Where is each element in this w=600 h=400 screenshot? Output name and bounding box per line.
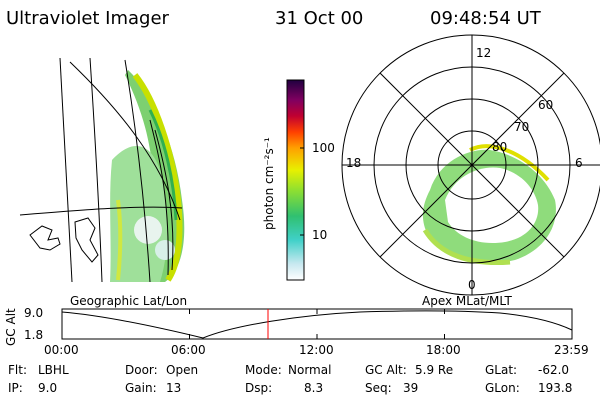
colorbar-tick-10: 10 [312, 228, 328, 242]
geographic-map [19, 57, 185, 283]
instrument-title: Ultraviolet Imager [6, 8, 169, 29]
timeline-plot [61, 308, 573, 340]
status-glat-label: GLat: [485, 363, 518, 377]
lat-label-70: 70 [514, 120, 530, 134]
mlt-label-18: 18 [346, 156, 362, 170]
status-door-value: Open [166, 363, 199, 377]
mlt-label-6: 6 [575, 156, 583, 170]
status-gain-value: 13 [166, 381, 182, 395]
status-gain-label: Gain: [125, 381, 157, 395]
lat-label-60: 60 [538, 98, 554, 112]
timeline-xtick-2359: 23:59 [554, 343, 589, 357]
status-glon-label: GLon: [485, 381, 520, 395]
status-gcalt-value: 5.9 Re [415, 363, 454, 377]
timeline-xtick-1200: 12:00 [299, 343, 334, 357]
timeline-ytick-top: 9.0 [24, 306, 44, 320]
status-gcalt-label: GC Alt: [365, 363, 407, 377]
timeline-ytick-bottom: 1.8 [24, 328, 44, 342]
status-ip-value: 9.0 [38, 381, 58, 395]
status-ip-label: IP: [8, 381, 23, 395]
mlt-label-12: 12 [476, 46, 492, 60]
status-door-label: Door: [125, 363, 158, 377]
status-seq-label: Seq: [365, 381, 392, 395]
status-dsp-label: Dsp: [245, 381, 273, 395]
timeline-xtick-0600: 06:00 [171, 343, 206, 357]
status-flt-value: LBHL [38, 363, 69, 377]
status-dsp-value: 8.3 [304, 381, 324, 395]
timeline-xtick-1800: 18:00 [426, 343, 461, 357]
colorbar-unit-label: photon cm⁻²s⁻¹ [262, 137, 276, 230]
lat-label-80: 80 [492, 140, 508, 154]
status-seq-value: 39 [403, 381, 419, 395]
colorbar-tick-100: 100 [312, 141, 335, 155]
geo-graticule [19, 57, 183, 283]
time-label: 09:48:54 UT [430, 8, 541, 29]
status-glat-value: -62.0 [538, 363, 570, 377]
timeline-ylabel: GC Alt [4, 308, 18, 346]
status-glon-value: 193.8 [538, 381, 573, 395]
status-mode-label: Mode: [245, 363, 282, 377]
coastline-outline [29, 217, 99, 263]
status-mode-value: Normal [288, 363, 332, 377]
date-label: 31 Oct 00 [275, 8, 364, 29]
apex-caption: Apex MLat/MLT [422, 294, 512, 308]
polar-plot [341, 34, 600, 296]
polar-grid [341, 34, 600, 296]
geographic-caption: Geographic Lat/Lon [70, 294, 188, 308]
mlt-label-0: 0 [468, 278, 476, 292]
status-flt-label: Flt: [8, 363, 27, 377]
colorbar [286, 79, 305, 281]
timeline-xtick-0000: 00:00 [44, 343, 79, 357]
altitude-curve [61, 310, 573, 339]
aurora-oval-geo [110, 70, 185, 282]
aurora-oval-polar [422, 144, 556, 265]
